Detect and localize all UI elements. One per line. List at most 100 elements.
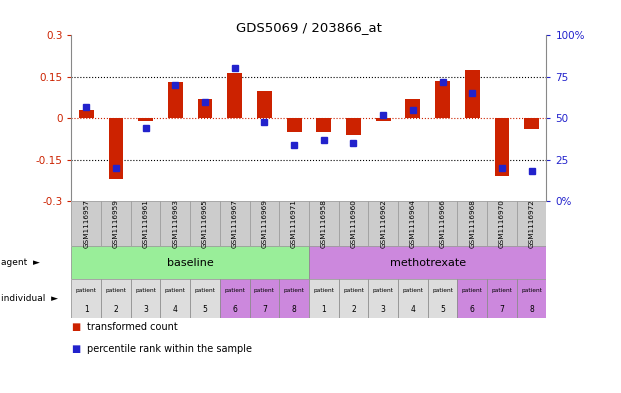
Text: GSM1116964: GSM1116964 bbox=[410, 199, 416, 248]
Text: 3: 3 bbox=[143, 305, 148, 314]
Bar bbox=[160, 279, 190, 318]
Text: 8: 8 bbox=[529, 305, 534, 314]
Text: GSM1116966: GSM1116966 bbox=[440, 199, 445, 248]
Text: patient: patient bbox=[462, 288, 483, 293]
Bar bbox=[160, 201, 190, 246]
Text: patient: patient bbox=[106, 288, 127, 293]
Text: patient: patient bbox=[254, 288, 275, 293]
Bar bbox=[465, 70, 479, 118]
Text: baseline: baseline bbox=[167, 258, 214, 268]
Bar bbox=[316, 118, 331, 132]
Text: GSM1116963: GSM1116963 bbox=[173, 199, 178, 248]
Text: GSM1116971: GSM1116971 bbox=[291, 199, 297, 248]
Text: patient: patient bbox=[135, 288, 156, 293]
Text: patient: patient bbox=[194, 288, 215, 293]
Text: ■: ■ bbox=[71, 344, 81, 354]
Bar bbox=[338, 201, 368, 246]
Bar bbox=[250, 279, 279, 318]
Text: patient: patient bbox=[224, 288, 245, 293]
Text: GSM1116970: GSM1116970 bbox=[499, 199, 505, 248]
Bar bbox=[398, 279, 428, 318]
Text: patient: patient bbox=[491, 288, 512, 293]
Bar bbox=[101, 201, 131, 246]
Text: 7: 7 bbox=[262, 305, 267, 314]
Text: GSM1116968: GSM1116968 bbox=[469, 199, 475, 248]
Bar bbox=[190, 279, 220, 318]
Text: GSM1116965: GSM1116965 bbox=[202, 199, 208, 248]
Text: ■: ■ bbox=[71, 322, 81, 332]
Bar bbox=[309, 201, 338, 246]
Bar bbox=[458, 201, 487, 246]
Text: GSM1116960: GSM1116960 bbox=[350, 199, 356, 248]
Text: GSM1116958: GSM1116958 bbox=[321, 199, 327, 248]
Bar bbox=[71, 279, 101, 318]
Bar bbox=[131, 201, 160, 246]
Text: percentile rank within the sample: percentile rank within the sample bbox=[87, 344, 252, 354]
Title: GDS5069 / 203866_at: GDS5069 / 203866_at bbox=[236, 21, 382, 34]
Bar bbox=[190, 201, 220, 246]
Bar bbox=[220, 201, 250, 246]
Text: 6: 6 bbox=[232, 305, 237, 314]
Text: 6: 6 bbox=[470, 305, 474, 314]
Text: GSM1116957: GSM1116957 bbox=[83, 199, 89, 248]
Text: individual  ►: individual ► bbox=[1, 294, 58, 303]
Text: GSM1116962: GSM1116962 bbox=[380, 199, 386, 248]
Text: 4: 4 bbox=[173, 305, 178, 314]
Bar bbox=[458, 279, 487, 318]
Bar bbox=[309, 279, 338, 318]
Bar bbox=[428, 201, 458, 246]
Text: 1: 1 bbox=[322, 305, 326, 314]
Bar bbox=[406, 99, 420, 118]
Text: patient: patient bbox=[165, 288, 186, 293]
Bar bbox=[376, 118, 391, 121]
Bar bbox=[250, 201, 279, 246]
Bar bbox=[398, 201, 428, 246]
Text: 1: 1 bbox=[84, 305, 89, 314]
Text: patient: patient bbox=[402, 288, 424, 293]
Text: 4: 4 bbox=[410, 305, 415, 314]
Text: patient: patient bbox=[343, 288, 364, 293]
Bar bbox=[138, 118, 153, 121]
Text: methotrexate: methotrexate bbox=[389, 258, 466, 268]
Bar bbox=[309, 246, 546, 279]
Bar bbox=[524, 118, 539, 129]
Bar bbox=[287, 118, 302, 132]
Bar bbox=[279, 201, 309, 246]
Bar bbox=[257, 90, 272, 118]
Bar bbox=[101, 279, 131, 318]
Text: 3: 3 bbox=[381, 305, 386, 314]
Text: patient: patient bbox=[284, 288, 304, 293]
Bar bbox=[494, 118, 509, 176]
Bar bbox=[517, 279, 546, 318]
Text: GSM1116959: GSM1116959 bbox=[113, 199, 119, 248]
Text: 8: 8 bbox=[292, 305, 296, 314]
Text: GSM1116969: GSM1116969 bbox=[261, 199, 268, 248]
Text: 2: 2 bbox=[114, 305, 119, 314]
Bar bbox=[227, 73, 242, 118]
Bar bbox=[368, 201, 398, 246]
Text: patient: patient bbox=[76, 288, 97, 293]
Text: GSM1116961: GSM1116961 bbox=[143, 199, 148, 248]
Bar bbox=[338, 279, 368, 318]
Bar bbox=[487, 279, 517, 318]
Text: 5: 5 bbox=[202, 305, 207, 314]
Bar bbox=[487, 201, 517, 246]
Bar bbox=[346, 118, 361, 135]
Text: 2: 2 bbox=[351, 305, 356, 314]
Bar bbox=[168, 82, 183, 118]
Bar bbox=[428, 279, 458, 318]
Text: transformed count: transformed count bbox=[87, 322, 178, 332]
Bar bbox=[71, 201, 101, 246]
Text: agent  ►: agent ► bbox=[1, 258, 40, 267]
Bar bbox=[79, 110, 94, 118]
Bar bbox=[131, 279, 160, 318]
Bar bbox=[109, 118, 124, 179]
Bar bbox=[435, 81, 450, 118]
Text: patient: patient bbox=[373, 288, 394, 293]
Text: GSM1116972: GSM1116972 bbox=[528, 199, 535, 248]
Bar bbox=[220, 279, 250, 318]
Text: GSM1116967: GSM1116967 bbox=[232, 199, 238, 248]
Bar bbox=[71, 246, 309, 279]
Text: patient: patient bbox=[314, 288, 334, 293]
Text: patient: patient bbox=[432, 288, 453, 293]
